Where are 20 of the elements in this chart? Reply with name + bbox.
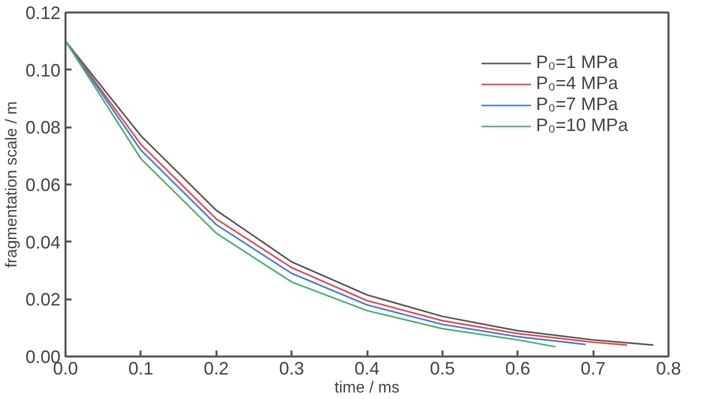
x-tick-label: 0.1: [128, 358, 154, 378]
legend-label: P₀=4 MPa: [536, 73, 618, 94]
x-tick-label: 0.8: [656, 358, 682, 378]
x-tick-label: 0.7: [580, 358, 606, 378]
x-tick-label: 0.3: [279, 358, 304, 378]
x-tick-label: 0.4: [354, 358, 380, 378]
x-tick-label: 0.2: [204, 358, 229, 378]
y-tick-label: 0.06: [25, 175, 61, 195]
legend-label: P₀=1 MPa: [536, 52, 618, 73]
x-axis-title: time / ms: [334, 380, 400, 396]
y-tick-label: 0.02: [25, 290, 61, 310]
y-tick-label: 0.12: [25, 3, 61, 23]
y-axis-title: fragmentation scale / m: [3, 101, 20, 268]
x-tick-label: 0.5: [430, 358, 455, 378]
y-tick-label: 0.08: [25, 118, 61, 138]
x-tick-label: 0.6: [505, 358, 530, 378]
y-tick-label: 0.04: [25, 232, 61, 252]
legend-label: P₀=10 MPa: [536, 115, 628, 136]
legend-label: P₀=7 MPa: [536, 94, 618, 115]
y-tick-label: 0.10: [25, 60, 61, 80]
